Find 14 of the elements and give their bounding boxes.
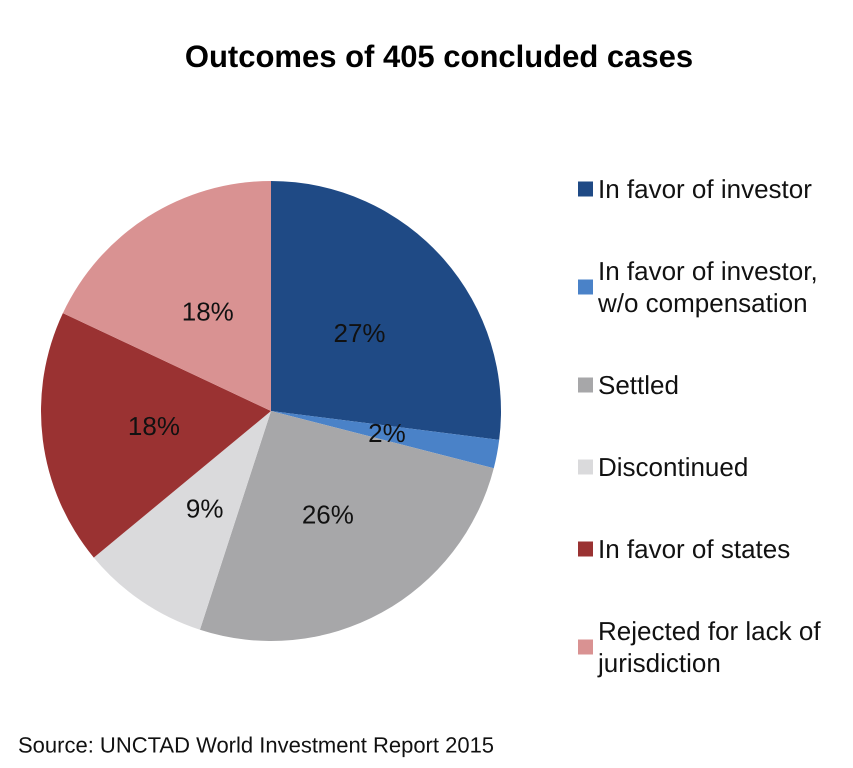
data-label: 27% bbox=[333, 318, 386, 348]
legend-label: In favor of investor bbox=[598, 174, 812, 204]
legend-label: In favor of investor, w/o compensation bbox=[597, 256, 825, 318]
legend-label: Settled bbox=[598, 370, 679, 400]
chart-title: Outcomes of 405 concluded cases bbox=[184, 39, 694, 74]
data-label: 18% bbox=[128, 410, 180, 441]
legend-label: In favor of states bbox=[598, 534, 790, 564]
legend-label: Rejected for lack of jurisdiction bbox=[597, 616, 828, 678]
data-label: 2% bbox=[368, 418, 406, 448]
data-label: 18% bbox=[182, 296, 234, 326]
data-label: 9% bbox=[186, 494, 224, 524]
source-note: Source: UNCTAD World Investment Report 2015 bbox=[18, 732, 494, 758]
data-label: 26% bbox=[302, 499, 354, 530]
legend-label: Discontinued bbox=[598, 452, 748, 482]
